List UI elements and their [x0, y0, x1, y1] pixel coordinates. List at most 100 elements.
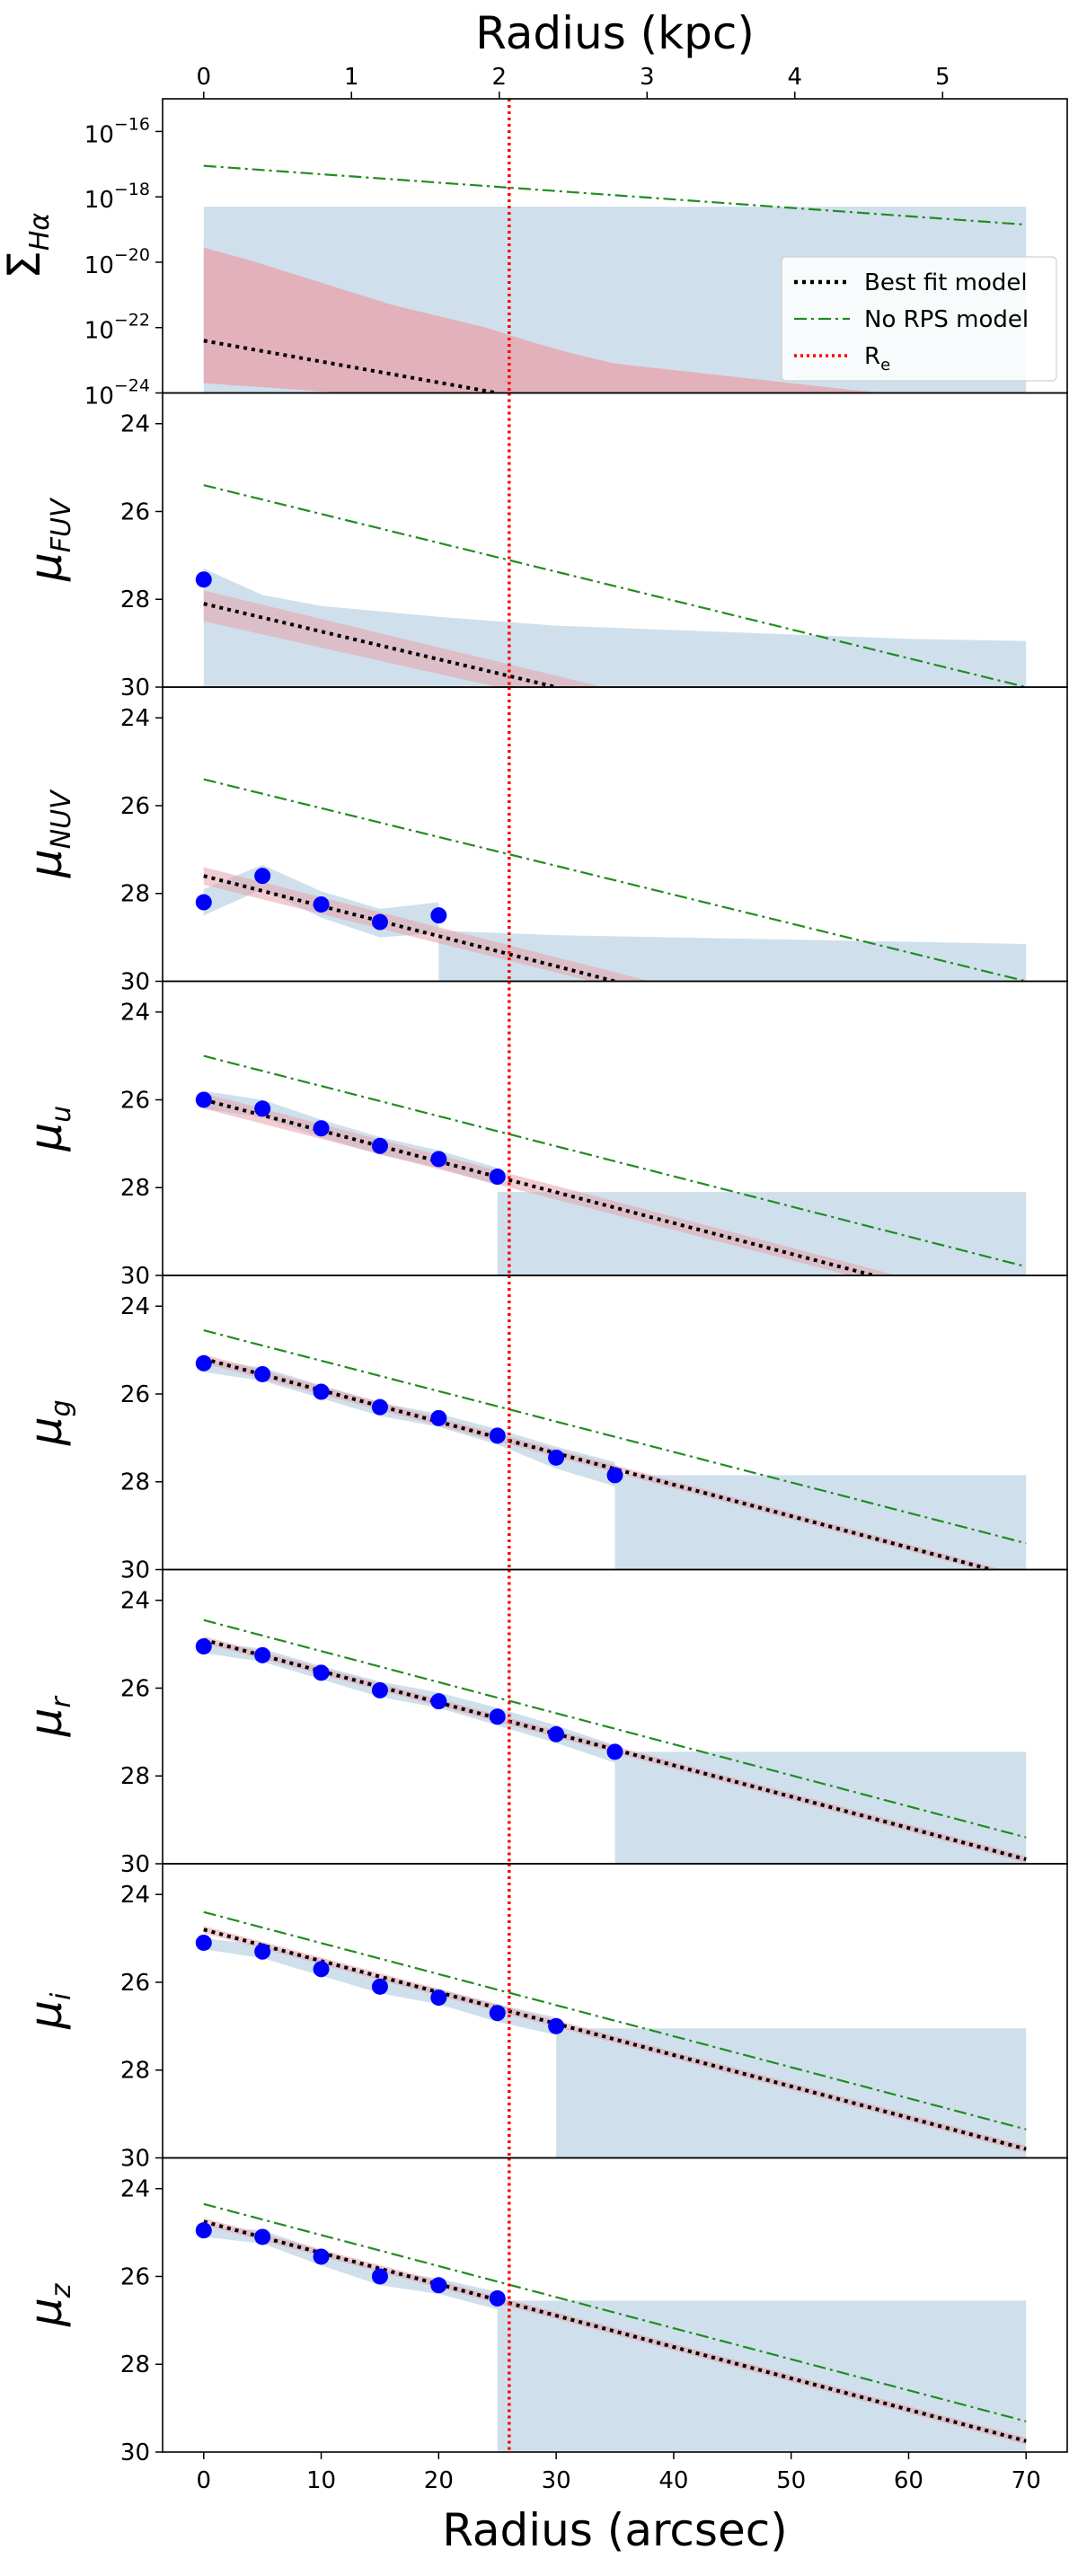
panel-i: 24 26 28 30 μi	[20, 1863, 1068, 2173]
ytick-label-g-2: 28	[120, 1469, 150, 1496]
panel-i-plot-area	[195, 1864, 1027, 2158]
ytick-label-nuv-3: 30	[120, 969, 150, 996]
xtick-bottom-label-2: 20	[424, 2467, 454, 2494]
ylabel-r: μr	[20, 1696, 77, 1738]
top-axis: 0 1 2 3 4 5 Radius (kpc)	[196, 7, 950, 99]
xtick-bottom-label-7: 70	[1012, 2467, 1041, 2494]
ylabel-fuv: μFUV	[20, 497, 77, 582]
data-point-nuv-1	[254, 868, 271, 885]
ytick-label-i-3: 30	[120, 2146, 150, 2173]
data-band-nuv	[203, 864, 1027, 982]
ytick-label-nuv-0: 24	[120, 705, 150, 732]
ytick-label-u-1: 26	[120, 1087, 150, 1114]
data-point-r-1	[254, 1646, 271, 1663]
xtick-bottom-label-3: 30	[542, 2467, 571, 2494]
data-point-i-6	[548, 2017, 565, 2034]
no-rps-line-halpha	[203, 164, 1027, 226]
model-band-halpha	[203, 247, 886, 393]
model-band-g	[203, 1354, 1003, 1570]
ytick-label-u-0: 24	[120, 1000, 150, 1027]
data-point-g-3	[371, 1398, 388, 1416]
data-point-i-4	[430, 1989, 447, 2007]
ytick-label-r-0: 24	[120, 1588, 150, 1615]
ytick-label-z-0: 24	[120, 2176, 150, 2203]
data-band-i	[203, 1938, 1027, 2158]
ytick-label-z-1: 26	[120, 2263, 150, 2290]
best-fit-line-fuv	[203, 602, 557, 687]
xaxis-top-label: Radius (kpc)	[475, 7, 755, 59]
panel-nuv-plot-area	[195, 687, 1027, 982]
xtick-bottom-label-5: 50	[776, 2467, 806, 2494]
no-rps-line-u	[203, 1054, 1027, 1268]
data-point-g-1	[254, 1365, 271, 1382]
data-point-g-5	[489, 1427, 506, 1444]
ytick-label-fuv-3: 30	[120, 675, 150, 701]
xtick-bottom-label-4: 40	[658, 2467, 688, 2494]
ytick-label-i-1: 26	[120, 1970, 150, 1997]
panel-u: 24 26 28 30 μu	[20, 980, 1068, 1290]
no-rps-line-i	[203, 1910, 1027, 2130]
panel-r: 24 26 28 30 μr	[20, 1568, 1068, 1878]
legend-box	[781, 256, 1057, 382]
data-point-g-0	[195, 1354, 212, 1372]
panels: 10−16 10−18 10−20 10−22 10−24 ΣHα 24 26 28 30 μFUV…	[0, 98, 1068, 2466]
ytick-label-nuv-2: 28	[120, 881, 150, 908]
data-point-nuv-4	[430, 907, 447, 924]
ylabel-g: μg	[20, 1399, 77, 1446]
data-point-nuv-2	[313, 895, 330, 913]
panel-z-plot-area	[195, 2157, 1027, 2452]
ytick-label-z-3: 30	[120, 2439, 150, 2466]
panel-nuv: 24 26 28 30 μNUV	[20, 686, 1068, 996]
data-point-g-6	[548, 1449, 565, 1466]
data-point-u-3	[371, 1137, 388, 1154]
data-point-nuv-3	[371, 913, 388, 931]
data-band-z	[203, 2226, 1027, 2452]
ytick-label-r-1: 26	[120, 1675, 150, 1702]
data-point-u-0	[195, 1091, 212, 1108]
panel-fuv: 24 26 28 30 μFUV	[20, 392, 1068, 701]
xtick-top-label-1: 1	[344, 64, 359, 91]
ylabel-nuv: μNUV	[20, 789, 77, 878]
ylabel-z: μz	[20, 2282, 77, 2327]
ytick-label-halpha-3: 10−22	[84, 311, 150, 345]
best-fit-line-nuv	[203, 874, 615, 982]
no-rps-line-z	[203, 2202, 1027, 2422]
no-rps-line-nuv	[203, 778, 1027, 982]
ytick-label-g-0: 24	[120, 1293, 150, 1320]
data-point-z-4	[430, 2277, 447, 2294]
data-point-r-0	[195, 1638, 212, 1655]
ytick-label-r-2: 28	[120, 1763, 150, 1790]
ytick-label-halpha-1: 10−18	[84, 180, 150, 214]
ytick-label-i-2: 28	[120, 2058, 150, 2085]
data-point-z-0	[195, 2222, 212, 2239]
model-band-fuv	[203, 590, 604, 687]
panel-g-plot-area	[195, 1275, 1027, 1570]
data-point-r-3	[371, 1681, 388, 1698]
ytick-label-halpha-0: 10−16	[84, 114, 150, 148]
data-point-r-5	[489, 1708, 506, 1725]
legend-label-norps: No RPS model	[864, 306, 1029, 333]
panel-frame-z	[162, 2157, 1068, 2453]
xaxis-bottom-label: Radius (arcsec)	[442, 2504, 787, 2556]
ytick-label-fuv-1: 26	[120, 498, 150, 525]
panel-fuv-plot-area	[195, 393, 1027, 687]
no-rps-line-r	[203, 1619, 1027, 1839]
xtick-bottom-label-0: 0	[196, 2467, 211, 2494]
bottom-axis: 0 10 20 30 40 50 60 70 Radius (arcsec)	[196, 2452, 1041, 2556]
data-point-u-2	[313, 1120, 330, 1137]
xtick-top-label-4: 4	[788, 64, 803, 91]
ytick-label-nuv-1: 26	[120, 793, 150, 820]
ytick-label-fuv-0: 24	[120, 411, 150, 438]
data-point-i-1	[254, 1943, 271, 1960]
legend-label-best: Best fit model	[864, 269, 1028, 296]
no-rps-line-g	[203, 1329, 1027, 1545]
ytick-label-z-2: 28	[120, 2351, 150, 2378]
model-band-nuv	[203, 867, 650, 982]
data-point-r-6	[548, 1725, 565, 1742]
data-point-i-0	[195, 1934, 212, 1951]
ytick-label-halpha-4: 10−24	[84, 376, 150, 410]
data-point-r-7	[606, 1743, 623, 1760]
data-point-i-2	[313, 1961, 330, 1978]
